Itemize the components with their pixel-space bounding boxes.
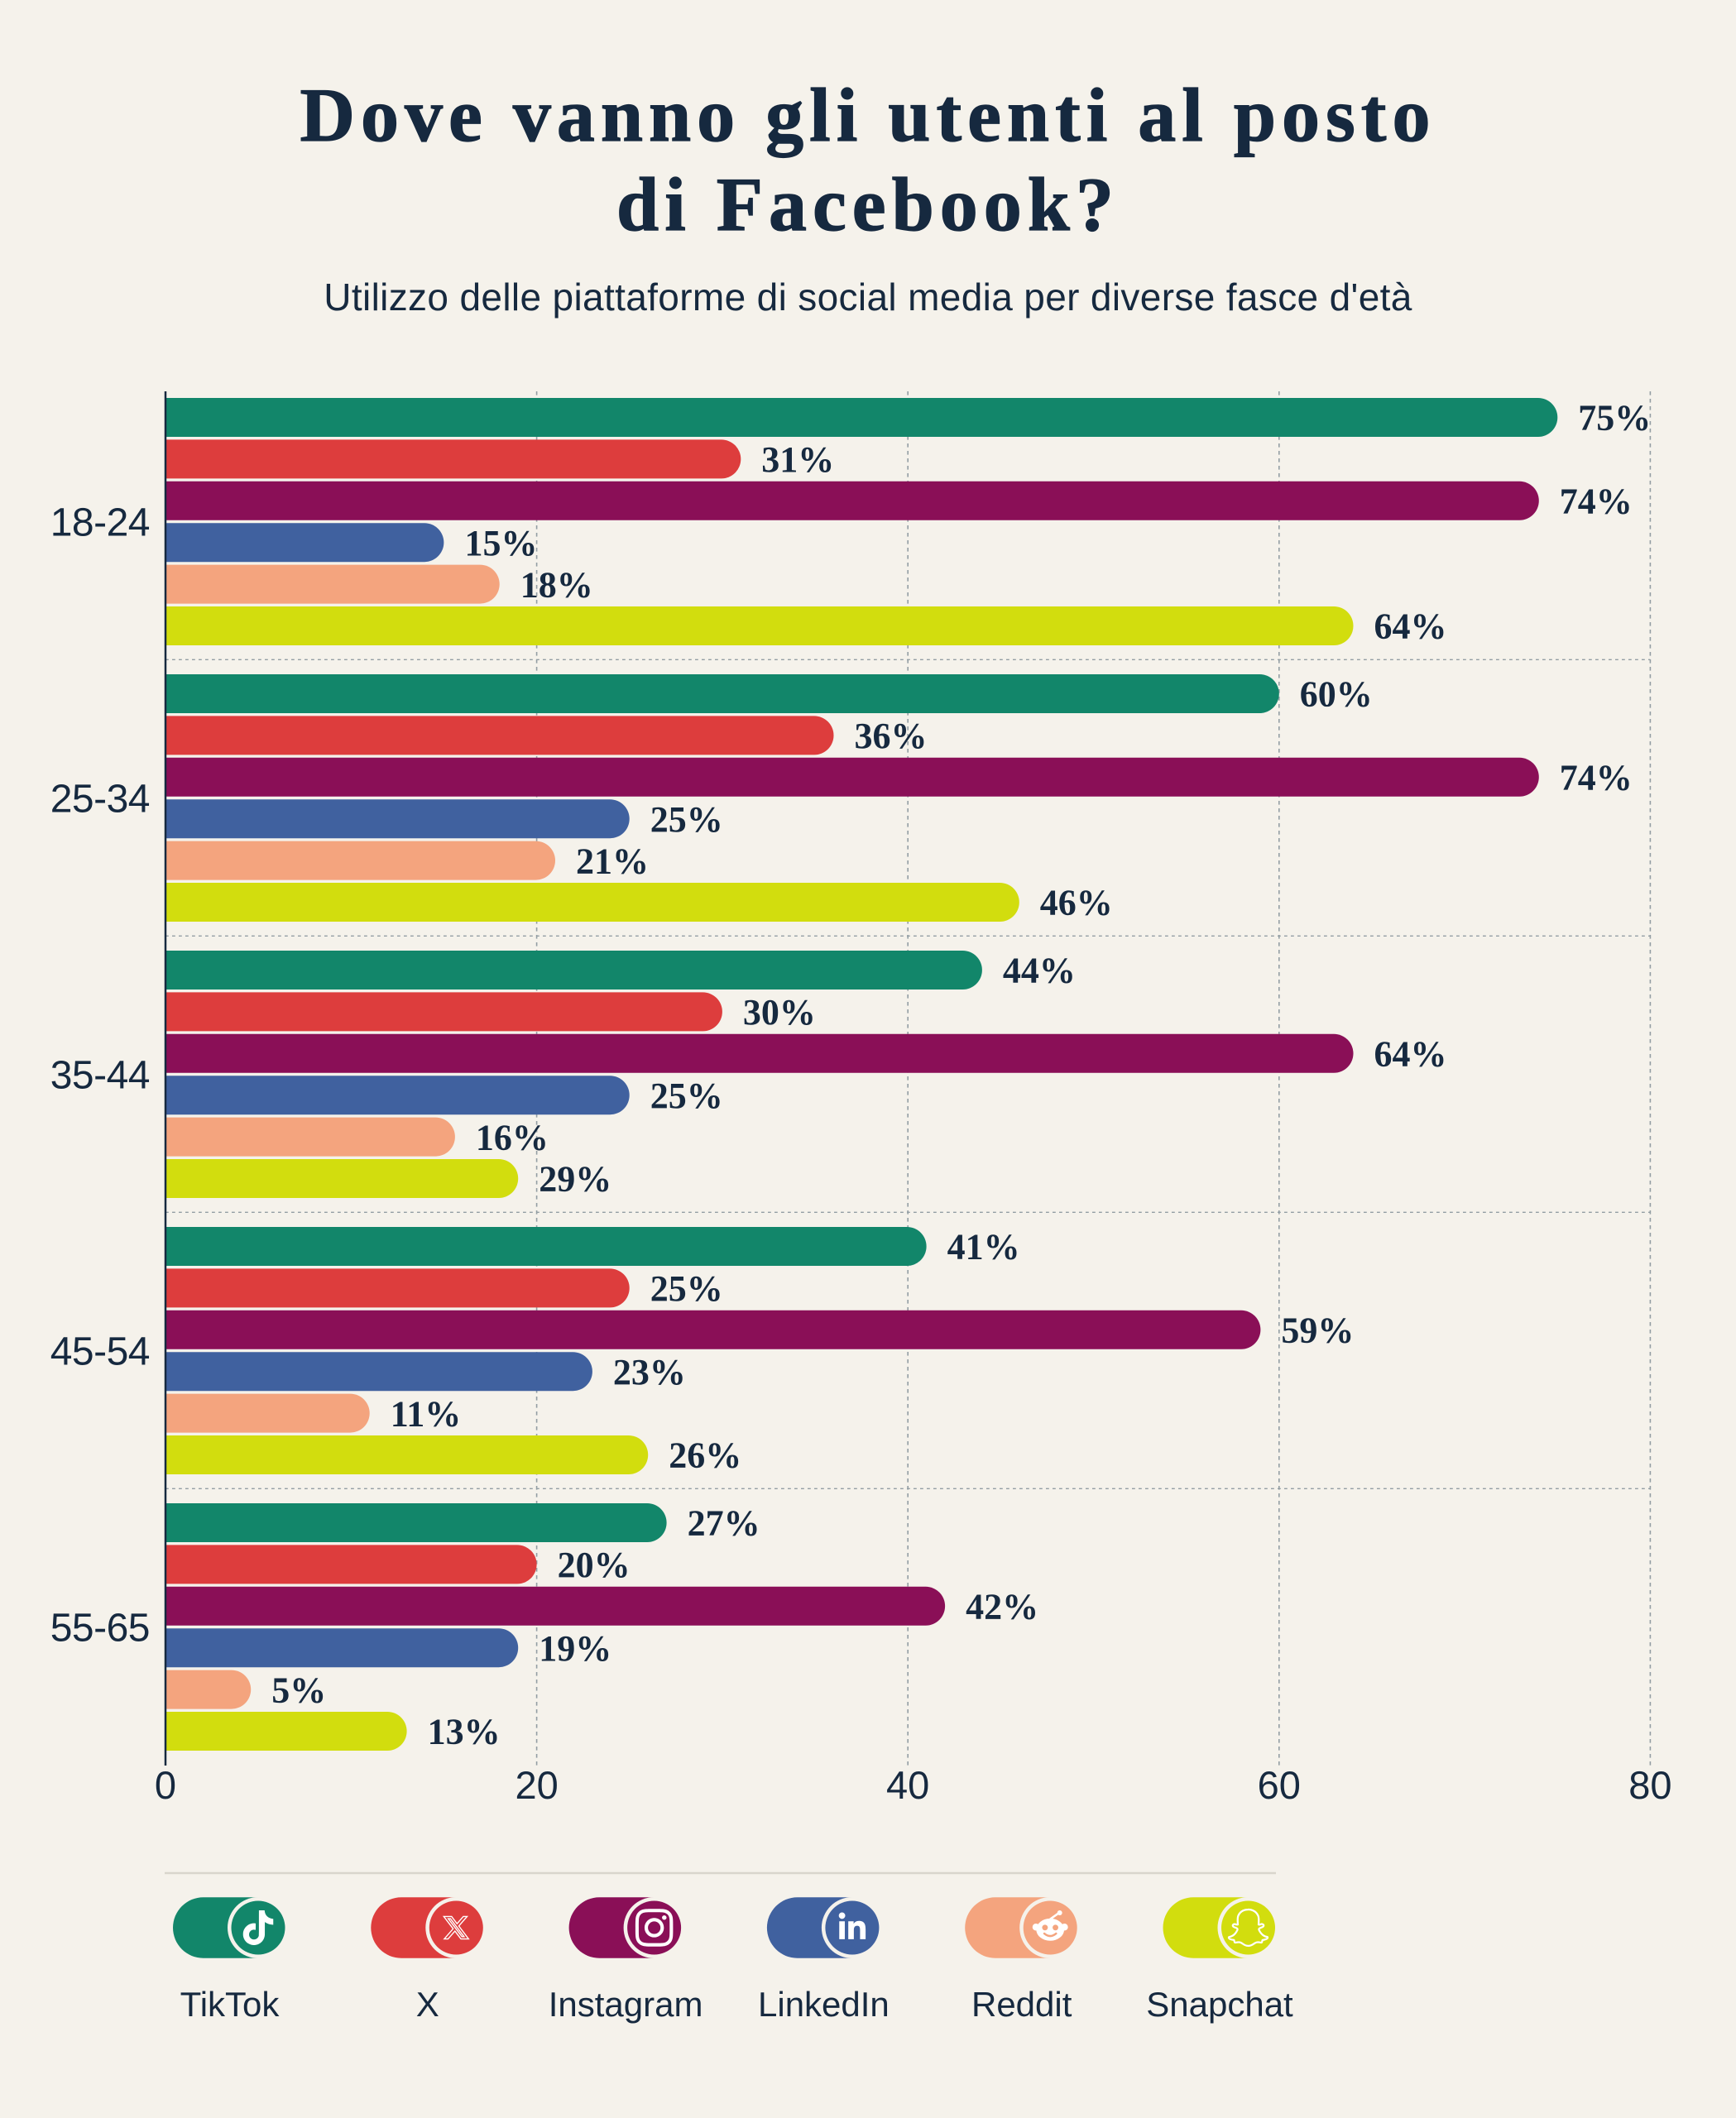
svg-text:Utilizzo delle piattaforme di: Utilizzo delle piattaforme di social med… xyxy=(324,276,1412,319)
svg-text:11%: 11% xyxy=(391,1393,462,1434)
svg-text:75%: 75% xyxy=(1578,398,1651,438)
svg-text:23%: 23% xyxy=(613,1352,686,1392)
svg-text:29%: 29% xyxy=(539,1159,611,1200)
svg-text:15%: 15% xyxy=(465,523,538,563)
svg-text:13%: 13% xyxy=(428,1712,501,1752)
svg-text:26%: 26% xyxy=(669,1435,741,1476)
svg-text:25%: 25% xyxy=(650,1076,723,1116)
svg-text:60: 60 xyxy=(1258,1763,1301,1807)
svg-text:Reddit: Reddit xyxy=(971,1985,1072,2024)
svg-text:X: X xyxy=(416,1985,439,2024)
svg-text:31%: 31% xyxy=(761,439,834,480)
svg-text:20%: 20% xyxy=(558,1545,631,1585)
svg-text:42%: 42% xyxy=(966,1587,1038,1627)
svg-text:19%: 19% xyxy=(539,1628,611,1669)
svg-text:64%: 64% xyxy=(1374,606,1447,647)
svg-text:44%: 44% xyxy=(1003,951,1076,991)
svg-text:80: 80 xyxy=(1628,1763,1671,1807)
svg-text:40: 40 xyxy=(886,1763,929,1807)
svg-text:20: 20 xyxy=(515,1763,558,1807)
svg-text:35-44: 35-44 xyxy=(50,1054,150,1098)
svg-text:5%: 5% xyxy=(271,1670,326,1710)
svg-text:Instagram: Instagram xyxy=(549,1985,703,2024)
svg-text:18-24: 18-24 xyxy=(50,501,150,545)
svg-text:30%: 30% xyxy=(743,992,816,1033)
svg-text:74%: 74% xyxy=(1560,482,1633,522)
svg-text:TikTok: TikTok xyxy=(180,1985,281,2024)
svg-text:59%: 59% xyxy=(1281,1311,1354,1351)
svg-text:41%: 41% xyxy=(947,1227,1020,1267)
svg-text:18%: 18% xyxy=(520,564,593,605)
svg-text:LinkedIn: LinkedIn xyxy=(758,1985,890,2024)
svg-text:25%: 25% xyxy=(650,799,723,840)
svg-text:27%: 27% xyxy=(688,1503,760,1544)
svg-text:25%: 25% xyxy=(650,1268,723,1309)
svg-text:di Facebook?: di Facebook? xyxy=(616,162,1120,247)
svg-text:36%: 36% xyxy=(855,716,928,756)
svg-text:60%: 60% xyxy=(1300,674,1373,715)
svg-text:45-54: 45-54 xyxy=(50,1330,150,1374)
svg-text:Snapchat: Snapchat xyxy=(1146,1985,1293,2024)
svg-text:16%: 16% xyxy=(476,1117,549,1157)
svg-text:0: 0 xyxy=(155,1763,176,1807)
svg-text:46%: 46% xyxy=(1040,883,1113,923)
svg-text:64%: 64% xyxy=(1374,1034,1447,1075)
svg-text:55-65: 55-65 xyxy=(50,1607,150,1651)
svg-text:21%: 21% xyxy=(576,841,649,881)
svg-text:25-34: 25-34 xyxy=(50,778,150,822)
svg-text:Dove vanno gli utenti al posto: Dove vanno gli utenti al posto xyxy=(300,73,1436,157)
svg-text:74%: 74% xyxy=(1560,758,1633,798)
